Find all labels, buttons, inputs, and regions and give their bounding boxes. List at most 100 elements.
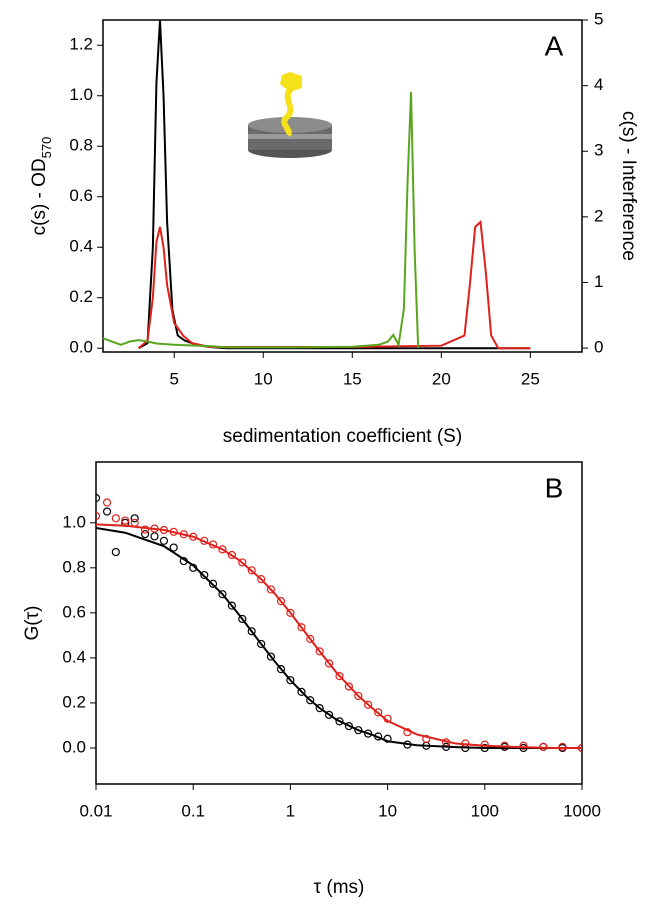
data-point	[335, 717, 344, 726]
data-point	[324, 659, 334, 668]
y2-tick-label: 2	[594, 206, 603, 225]
data-point	[141, 525, 150, 534]
y2-axis-label: c(s) - Interference	[618, 111, 639, 261]
y-axis-label-subscript: 570	[39, 137, 54, 159]
data-point	[276, 597, 286, 606]
data-point	[130, 514, 139, 523]
data-point	[141, 529, 150, 539]
data-point	[257, 639, 266, 649]
data-point	[159, 536, 169, 545]
data-point	[102, 507, 112, 516]
y2-tick-label: 4	[594, 75, 603, 94]
data-point	[218, 590, 227, 599]
x-tick-label: 0.01	[79, 801, 112, 820]
data-point	[96, 493, 101, 503]
data-point	[315, 647, 324, 656]
data-point	[238, 558, 247, 567]
y-axis-label-text: G(τ)	[22, 606, 43, 641]
y-tick-label: 0.0	[62, 737, 86, 756]
data-point	[344, 682, 354, 691]
disc-icon	[248, 72, 332, 158]
plot-frame	[95, 461, 583, 785]
data-point	[150, 532, 159, 541]
data-point	[266, 652, 275, 661]
x-tick-label: 15	[343, 369, 362, 388]
y-tick-label: 1.0	[62, 512, 86, 531]
data-point	[519, 741, 528, 750]
plot-area	[96, 493, 582, 753]
data-point	[111, 547, 120, 557]
x-tick-label: 25	[521, 369, 540, 388]
y-tick-label: 0.4	[69, 237, 93, 256]
x-tick-label: 1000	[563, 801, 601, 820]
data-point	[247, 627, 256, 636]
y-tick-label: 0.2	[69, 287, 93, 306]
data-point	[297, 623, 306, 632]
x-axis-label: sedimentation coefficient (S)	[223, 426, 462, 447]
data-point	[130, 518, 139, 527]
y-tick-label: 0.6	[62, 602, 86, 621]
data-point	[324, 710, 334, 719]
series-line	[137, 219, 531, 350]
plot-frame	[102, 19, 583, 353]
x-tick-label: 20	[432, 369, 451, 388]
data-point	[306, 634, 315, 644]
data-point	[102, 498, 112, 507]
data-point	[111, 514, 120, 523]
data-point	[200, 570, 209, 580]
y2-tick-label: 1	[594, 272, 603, 291]
y2-tick-label: 5	[594, 9, 603, 28]
data-point	[266, 585, 275, 594]
y2-tick-label: 0	[594, 338, 603, 357]
y-tick-label: 0.4	[62, 647, 86, 666]
data-point	[208, 579, 218, 588]
x-tick-label: 1	[286, 801, 295, 820]
y-tick-label: 0.6	[69, 186, 93, 205]
x-tick-label: 10	[254, 369, 273, 388]
series-line	[138, 20, 531, 350]
x-tick-label: 5	[169, 369, 178, 388]
data-point	[422, 734, 431, 744]
data-point	[257, 574, 266, 584]
series-line	[103, 92, 420, 349]
data-point	[344, 722, 354, 731]
data-point	[286, 676, 295, 685]
y-tick-label: 0.8	[69, 136, 93, 155]
data-point	[558, 742, 567, 751]
y-tick-label: 1.2	[69, 35, 93, 54]
y-axis-label: c(s) - OD570	[29, 137, 54, 236]
data-point	[315, 704, 324, 713]
y-axis-label-text: c(s) - OD	[29, 158, 50, 235]
data-point	[306, 696, 315, 705]
y-tick-label: 0.8	[62, 557, 86, 576]
y-tick-label: 0.2	[62, 692, 86, 711]
data-point	[354, 726, 363, 735]
data-point	[238, 614, 247, 624]
data-point	[276, 665, 286, 674]
x-tick-label: 10	[378, 801, 397, 820]
data-point	[247, 566, 256, 575]
data-point	[96, 511, 101, 521]
data-point	[354, 691, 363, 701]
series-line	[96, 523, 582, 749]
data-point	[218, 545, 227, 554]
plot-area	[103, 20, 531, 350]
series-line	[96, 526, 582, 749]
y-tick-label: 0.0	[69, 338, 93, 357]
data-point	[335, 672, 344, 681]
data-point	[374, 708, 383, 717]
data-point	[363, 700, 373, 709]
panel-label: B	[545, 472, 564, 503]
data-point	[121, 516, 130, 525]
y-axis-label: G(τ)	[22, 606, 43, 641]
x-axis-label: τ (ms)	[314, 877, 365, 898]
x-tick-label: 100	[471, 801, 499, 820]
y-tick-label: 1.0	[69, 85, 93, 104]
data-point	[169, 543, 178, 552]
data-point	[286, 608, 295, 617]
x-tick-label: 0.1	[181, 801, 205, 820]
data-point	[227, 601, 236, 610]
data-point	[297, 687, 306, 697]
y2-tick-label: 3	[594, 141, 603, 160]
